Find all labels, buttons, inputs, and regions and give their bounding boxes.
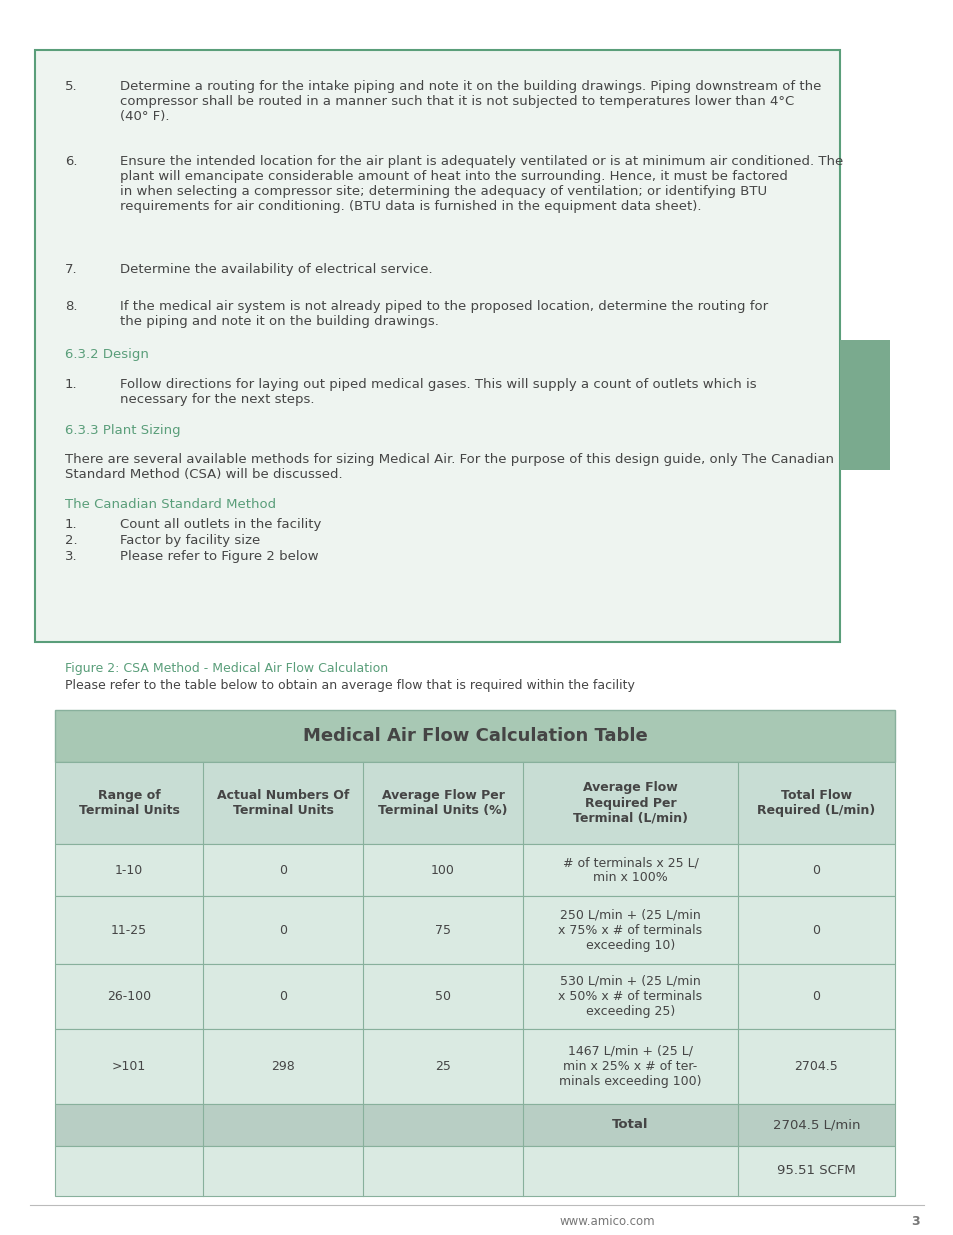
Text: 0: 0 [812,863,820,877]
Text: 3: 3 [910,1215,919,1228]
Text: # of terminals x 25 L/
min x 100%: # of terminals x 25 L/ min x 100% [562,856,698,884]
Bar [55,710,894,762]
Text: 0: 0 [278,990,287,1003]
Text: If the medical air system is not already piped to the proposed location, determi: If the medical air system is not already… [120,300,767,329]
Text: There are several available methods for sizing Medical Air. For the purpose of t: There are several available methods for … [65,453,833,480]
Text: Total Flow
Required (L/min): Total Flow Required (L/min) [757,789,875,818]
Text: 50: 50 [435,990,451,1003]
Text: 6.3.3 Plant Sizing: 6.3.3 Plant Sizing [65,424,180,437]
Bar [55,897,894,965]
Bar [55,965,894,1029]
Text: 0: 0 [812,990,820,1003]
Text: The Canadian Standard Method: The Canadian Standard Method [65,498,275,511]
Text: 75: 75 [435,924,451,936]
Text: 11-25: 11-25 [111,924,147,936]
Text: Actual Numbers Of
Terminal Units: Actual Numbers Of Terminal Units [216,789,349,818]
Text: 298: 298 [271,1060,294,1073]
Bar [55,1104,894,1146]
Text: Ensure the intended location for the air plant is adequately ventilated or is at: Ensure the intended location for the air… [120,156,842,212]
Text: 1467 L/min + (25 L/
min x 25% x # of ter-
minals exceeding 100): 1467 L/min + (25 L/ min x 25% x # of ter… [558,1045,701,1088]
Text: Factor by facility size: Factor by facility size [120,534,260,547]
Bar [55,1146,894,1195]
Text: 0: 0 [278,863,287,877]
Text: Average Flow Per
Terminal Units (%): Average Flow Per Terminal Units (%) [377,789,507,818]
Bar [35,49,840,642]
Text: 5.: 5. [65,80,77,93]
Text: 1.: 1. [65,378,77,391]
Text: >101: >101 [112,1060,146,1073]
Text: 100: 100 [431,863,455,877]
Text: Average Flow
Required Per
Terminal (L/min): Average Flow Required Per Terminal (L/mi… [573,782,687,825]
Text: 3.: 3. [65,550,77,563]
Text: 8.: 8. [65,300,77,312]
Text: Follow directions for laying out piped medical gases. This will supply a count o: Follow directions for laying out piped m… [120,378,756,406]
Text: Figure 2: CSA Method - Medical Air Flow Calculation: Figure 2: CSA Method - Medical Air Flow … [65,662,388,676]
Text: Determine a routing for the intake piping and note it on the building drawings. : Determine a routing for the intake pipin… [120,80,821,124]
Bar [55,1029,894,1104]
Text: Please refer to the table below to obtain an average flow that is required withi: Please refer to the table below to obtai… [65,679,634,692]
Bar [840,340,889,471]
Text: 6.3.2 Design: 6.3.2 Design [65,348,149,361]
Bar [55,762,894,844]
Text: 26-100: 26-100 [107,990,151,1003]
Text: Total: Total [612,1119,648,1131]
Text: 2704.5 L/min: 2704.5 L/min [772,1119,860,1131]
Text: Please refer to Figure 2 below: Please refer to Figure 2 below [120,550,318,563]
Text: 6.: 6. [65,156,77,168]
Text: 7.: 7. [65,263,77,275]
Text: Determine the availability of electrical service.: Determine the availability of electrical… [120,263,432,275]
Text: 250 L/min + (25 L/min
x 75% x # of terminals
exceeding 10): 250 L/min + (25 L/min x 75% x # of termi… [558,909,701,951]
Text: 1.: 1. [65,517,77,531]
Text: 2.: 2. [65,534,77,547]
Text: 0: 0 [278,924,287,936]
Bar [55,844,894,897]
Text: Range of
Terminal Units: Range of Terminal Units [78,789,179,818]
Text: Medical Air Flow Calculation Table: Medical Air Flow Calculation Table [302,727,647,745]
Text: 1-10: 1-10 [114,863,143,877]
Text: www.amico.com: www.amico.com [559,1215,655,1228]
Text: 2704.5: 2704.5 [794,1060,838,1073]
Text: 530 L/min + (25 L/min
x 50% x # of terminals
exceeding 25): 530 L/min + (25 L/min x 50% x # of termi… [558,974,701,1018]
Text: 95.51 SCFM: 95.51 SCFM [777,1165,855,1177]
Text: 25: 25 [435,1060,451,1073]
Text: Count all outlets in the facility: Count all outlets in the facility [120,517,321,531]
Text: 0: 0 [812,924,820,936]
